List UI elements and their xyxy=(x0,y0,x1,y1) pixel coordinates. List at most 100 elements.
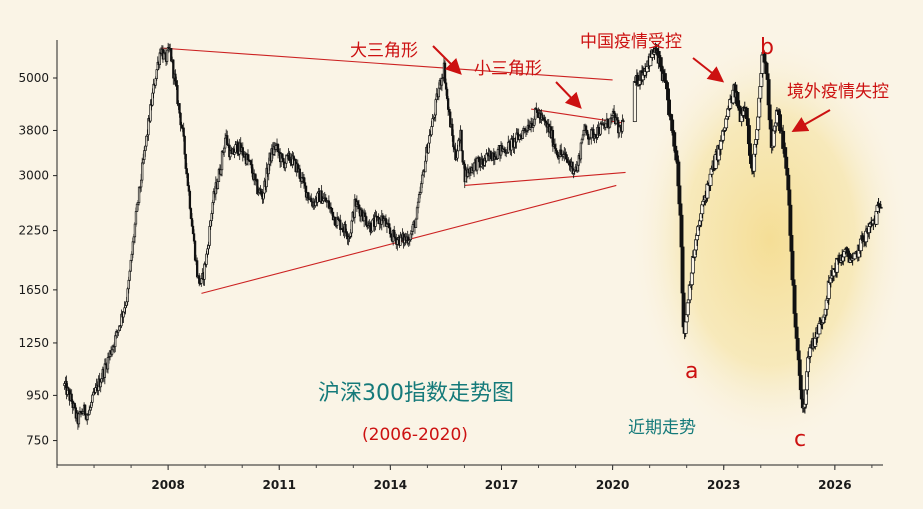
overseas-epidemic-label: 境外疫情失控 xyxy=(787,82,889,102)
candle-body xyxy=(371,219,374,232)
annotations: 大三角形 小三角形 中国疫情受控 b 境外疫情失控 a c 近期走势 xyxy=(350,32,889,452)
candle-body xyxy=(437,87,440,98)
candle-body xyxy=(606,118,610,128)
x-tick-label: 2026 xyxy=(818,478,851,492)
candle-body xyxy=(292,155,295,160)
candle-body xyxy=(417,194,421,203)
candle-body xyxy=(685,302,690,316)
candle-body xyxy=(236,141,239,154)
small-triangle-label: 小三角形 xyxy=(474,59,542,79)
candle-body xyxy=(321,200,324,204)
candle-body xyxy=(365,216,368,226)
y-tick-label: 950 xyxy=(26,388,49,402)
x-tick-label: 2020 xyxy=(596,478,629,492)
candle-body xyxy=(190,218,194,227)
candle-body xyxy=(310,197,313,203)
candle-body xyxy=(533,118,536,126)
candle-body xyxy=(91,394,94,403)
candle-body xyxy=(416,201,420,209)
candle-body xyxy=(184,153,187,169)
candle-body xyxy=(374,215,377,227)
candle-body xyxy=(878,206,883,209)
candle-body xyxy=(178,103,181,114)
candle-body xyxy=(764,62,769,75)
candle-body xyxy=(267,163,270,175)
candle-body xyxy=(249,160,253,165)
candle-body xyxy=(123,307,126,313)
candle-body xyxy=(507,141,510,153)
candle-body xyxy=(281,153,284,159)
candle-body xyxy=(180,124,183,129)
candle-body xyxy=(456,150,459,159)
candle-body xyxy=(387,223,391,229)
candle-body xyxy=(541,114,544,119)
candle-body xyxy=(448,109,451,113)
candle-body xyxy=(411,224,415,232)
candle-body xyxy=(758,86,763,99)
candle-body xyxy=(339,219,342,230)
candle-body xyxy=(284,162,287,169)
y-tick-label: 3000 xyxy=(18,169,49,183)
candle-body xyxy=(241,147,244,156)
candle-body xyxy=(99,381,102,388)
candle-body xyxy=(182,127,185,137)
candle-body xyxy=(388,227,392,235)
small-triangle-arrow xyxy=(555,81,582,109)
candle-body xyxy=(349,232,352,237)
candle-body xyxy=(350,220,353,234)
y-ticks: 5000 3800 3000 2250 1650 1250 950 750 xyxy=(18,71,57,448)
candle-body xyxy=(226,135,229,146)
candle-body xyxy=(135,203,139,212)
candle-body xyxy=(220,151,224,171)
candle-body xyxy=(705,183,710,199)
candle-body xyxy=(396,239,399,245)
candle-body xyxy=(845,248,850,254)
candle-body xyxy=(333,216,337,226)
candle-body xyxy=(446,98,450,110)
candle-body xyxy=(254,173,257,180)
candle-body xyxy=(579,142,583,160)
candle-body xyxy=(568,161,571,166)
big-triangle-arrow xyxy=(432,45,462,75)
candle-body xyxy=(188,190,192,209)
candle-body xyxy=(208,225,211,246)
candle-body xyxy=(444,82,448,90)
candle-body xyxy=(669,114,674,121)
candle-body xyxy=(128,270,131,281)
candle-body xyxy=(142,159,145,164)
x-ticks: 2008 2011 2014 2017 2020 2023 2026 xyxy=(56,465,873,492)
candle-body xyxy=(440,78,444,86)
candle-body xyxy=(695,234,700,241)
candle-body xyxy=(155,69,158,79)
candle-body xyxy=(191,225,195,235)
candle-body xyxy=(193,240,197,261)
candle-body xyxy=(584,125,588,131)
candle-body xyxy=(389,233,393,238)
candle-body xyxy=(88,409,91,415)
candle-body xyxy=(298,168,301,179)
candle-body xyxy=(618,126,621,134)
candle-body xyxy=(207,245,210,250)
candle-body xyxy=(472,162,476,172)
candle-body xyxy=(262,192,265,200)
axes xyxy=(56,40,883,466)
candle-body xyxy=(421,174,424,185)
candle-body xyxy=(632,81,637,122)
candle-body xyxy=(219,169,223,175)
candle-body xyxy=(189,208,193,219)
candle-body xyxy=(276,144,280,153)
candle-body xyxy=(521,130,524,139)
candle-body xyxy=(585,130,589,135)
candle-body xyxy=(149,104,152,122)
trendlines xyxy=(160,47,626,294)
candle-body xyxy=(796,350,801,361)
candle-body xyxy=(73,403,76,409)
y-tick-label: 750 xyxy=(26,434,49,448)
candle-body xyxy=(599,123,602,135)
candle-body xyxy=(551,129,555,147)
candle-body xyxy=(478,156,481,163)
candle-body xyxy=(103,363,107,378)
candle-body xyxy=(393,229,396,238)
candle-body xyxy=(185,168,188,174)
candle-body xyxy=(134,211,138,225)
